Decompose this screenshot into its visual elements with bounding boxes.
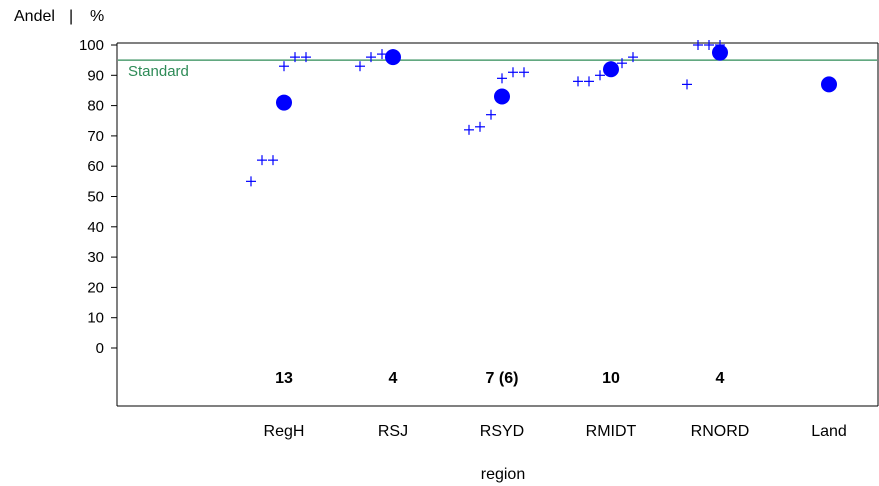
plus-marker <box>595 70 605 81</box>
count-label: 7 (6) <box>486 370 519 387</box>
count-label: 10 <box>602 370 620 387</box>
y-tick-label: 50 <box>87 189 104 206</box>
plus-marker <box>290 52 300 63</box>
plus-marker <box>366 52 376 63</box>
plus-marker <box>486 109 496 120</box>
y-tick-label: 70 <box>87 128 104 145</box>
plus-marker <box>279 61 289 72</box>
plus-marker <box>508 67 518 78</box>
y-tick-label: 40 <box>87 219 104 236</box>
dot-marker <box>385 49 401 66</box>
dot-marker <box>603 61 619 78</box>
count-labels: 13 4 7 (6) 10 4 <box>275 370 724 387</box>
count-label: 13 <box>275 370 293 387</box>
y-tick-label: 20 <box>87 279 104 296</box>
plus-marker <box>584 76 594 87</box>
y-axis-title-separator: | <box>69 8 73 25</box>
y-tick-label: 30 <box>87 249 104 266</box>
plus-marker <box>497 73 507 84</box>
y-ticks: 0 10 20 30 40 50 60 70 80 90 100 <box>79 37 117 357</box>
count-label: 4 <box>716 370 725 387</box>
plus-marker <box>268 155 278 166</box>
y-tick-label: 60 <box>87 158 104 175</box>
category-label: RNORD <box>691 423 750 440</box>
plus-marker <box>519 67 529 78</box>
dot-marker <box>712 44 728 61</box>
plus-marker <box>301 52 311 63</box>
y-tick-label: 10 <box>87 310 104 327</box>
plus-marker <box>464 124 474 135</box>
y-tick-label: 90 <box>87 67 104 84</box>
y-tick-label: 100 <box>79 37 104 54</box>
category-label: Land <box>811 423 847 440</box>
plus-marker <box>617 58 627 69</box>
plus-marker <box>693 40 703 50</box>
category-label: RMIDT <box>586 423 637 440</box>
dot-markers <box>276 44 837 111</box>
dot-marker <box>494 88 510 105</box>
x-axis-title: region <box>481 466 525 483</box>
count-label: 4 <box>389 370 398 387</box>
category-labels: RegH RSJ RSYD RMIDT RNORD Land <box>264 423 847 440</box>
reference-line-label: Standard <box>128 63 189 80</box>
y-tick-label: 0 <box>96 340 104 357</box>
plus-marker <box>355 61 365 72</box>
plus-marker <box>257 155 267 166</box>
category-label: RegH <box>264 423 305 440</box>
plus-marker <box>246 176 256 187</box>
y-axis-title: Andel <box>14 8 55 25</box>
plus-markers <box>246 40 725 187</box>
reference-line-group: Standard <box>118 59 877 80</box>
category-label: RSJ <box>378 423 408 440</box>
plus-marker <box>682 79 692 90</box>
dot-marker <box>276 94 292 111</box>
dot-marker <box>821 76 837 93</box>
y-tick-label: 80 <box>87 98 104 115</box>
plus-marker <box>704 40 714 50</box>
plus-marker <box>573 76 583 87</box>
y-axis-unit: % <box>90 8 104 25</box>
category-label: RSYD <box>480 423 524 440</box>
plus-marker <box>628 52 638 63</box>
plus-marker <box>475 121 485 132</box>
plus-marker <box>377 49 387 60</box>
